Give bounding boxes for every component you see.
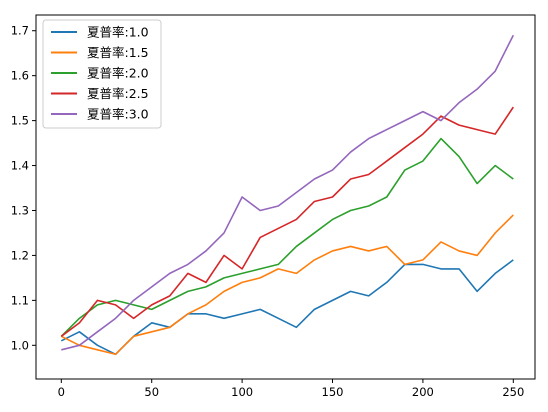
plot-frame	[35, 14, 536, 380]
series-line-1	[60, 259, 514, 356]
x-tick-label: 200	[412, 385, 434, 399]
x-tick-label: 250	[502, 385, 524, 399]
series-line-3	[60, 137, 514, 337]
series-lines	[60, 34, 515, 356]
legend-label: 夏普率:1.5	[87, 45, 149, 60]
series-line-4	[60, 106, 514, 337]
legend-box	[42, 19, 162, 129]
x-tick-label: 0	[58, 385, 65, 399]
y-tick-label: 1.1	[11, 293, 29, 307]
legend-label: 夏普率:2.0	[87, 66, 149, 81]
y-axis-ticks: 1.0 1.1 1.2 1.3 1.4 1.5 1.6 1.7	[11, 24, 36, 352]
legend: 夏普率:1.0 夏普率:1.5 夏普率:2.0 夏普率:2.5 夏普率:3.0	[42, 19, 162, 129]
x-tick-label: 50	[144, 385, 159, 399]
x-axis-ticks: 0 50 100 150 200 250	[58, 379, 524, 399]
y-tick-label: 1.2	[11, 248, 29, 262]
y-tick-label: 1.0	[11, 338, 29, 352]
series-line-2	[60, 214, 514, 356]
legend-label: 夏普率:1.0	[87, 25, 149, 40]
series-line-5	[61, 34, 515, 351]
y-tick-label: 1.6	[11, 69, 29, 83]
y-tick-label: 1.5	[11, 114, 29, 128]
x-tick-label: 150	[322, 385, 344, 399]
y-tick-label: 1.7	[11, 24, 29, 38]
x-tick-label: 100	[231, 385, 253, 399]
y-tick-label: 1.3	[11, 203, 29, 217]
y-tick-label: 1.4	[11, 159, 29, 173]
legend-label: 夏普率:3.0	[87, 107, 149, 122]
legend-label: 夏普率:2.5	[87, 86, 149, 101]
